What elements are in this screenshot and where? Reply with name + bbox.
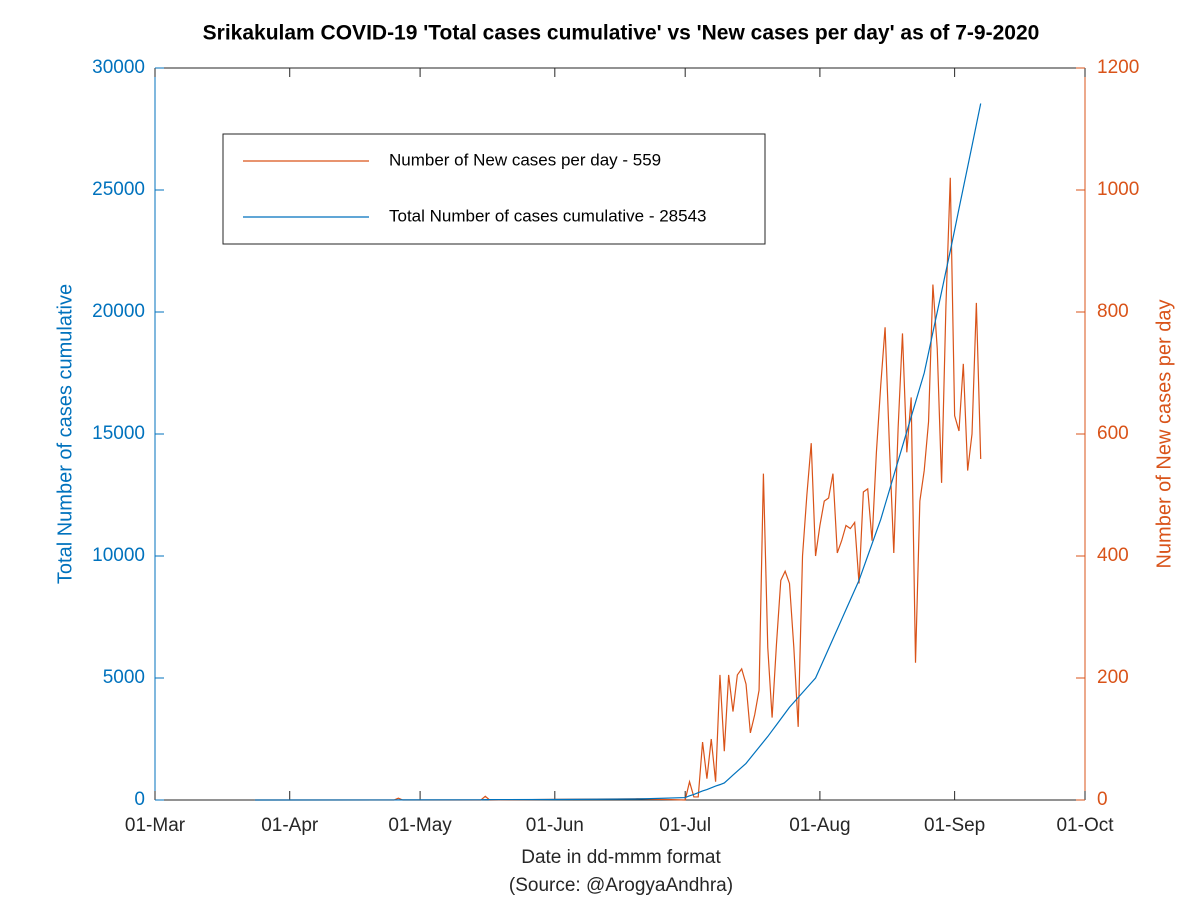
legend-box	[222, 133, 766, 245]
y-tick-label: 5000	[103, 667, 145, 688]
data-line	[254, 103, 982, 801]
y2-tick-label: 600	[1097, 423, 1129, 444]
legend-label: Number of New cases per day - 559	[389, 150, 661, 169]
legend-label: Total Number of cases cumulative - 28543	[389, 206, 707, 225]
y-axis-label: Total Number of cases cumulative	[54, 284, 76, 584]
y2-tick-label: 400	[1097, 545, 1129, 566]
data-line	[254, 177, 982, 801]
source-label: (Source: @ArogyaAndhra)	[509, 875, 733, 896]
x-tick-label: 01-May	[388, 815, 452, 836]
y-tick-label: 15000	[92, 423, 145, 444]
y-tick-label: 30000	[92, 57, 145, 78]
y2-axis-label: Number of New cases per day	[1153, 299, 1175, 568]
y-tick-label: 0	[134, 789, 145, 810]
y2-tick-label: 1200	[1097, 57, 1139, 78]
y-tick-label: 10000	[92, 545, 145, 566]
x-tick-label: 01-Mar	[125, 815, 186, 836]
x-tick-label: 01-Apr	[261, 815, 319, 836]
y2-tick-label: 1000	[1097, 179, 1139, 200]
y2-tick-label: 200	[1097, 667, 1129, 688]
x-tick-label: 01-Oct	[1056, 815, 1114, 836]
x-axis-label: Date in dd-mmm format	[521, 847, 721, 868]
y-tick-label: 25000	[92, 179, 145, 200]
chart-title: Srikakulam COVID-19 'Total cases cumulat…	[203, 22, 1040, 45]
x-tick-label: 01-Sep	[924, 815, 985, 836]
x-tick-label: 01-Aug	[789, 815, 850, 836]
y2-tick-label: 800	[1097, 301, 1129, 322]
y-tick-label: 20000	[92, 301, 145, 322]
x-tick-label: 01-Jul	[659, 815, 711, 836]
x-tick-label: 01-Jun	[526, 815, 584, 836]
y2-tick-label: 0	[1097, 789, 1108, 810]
